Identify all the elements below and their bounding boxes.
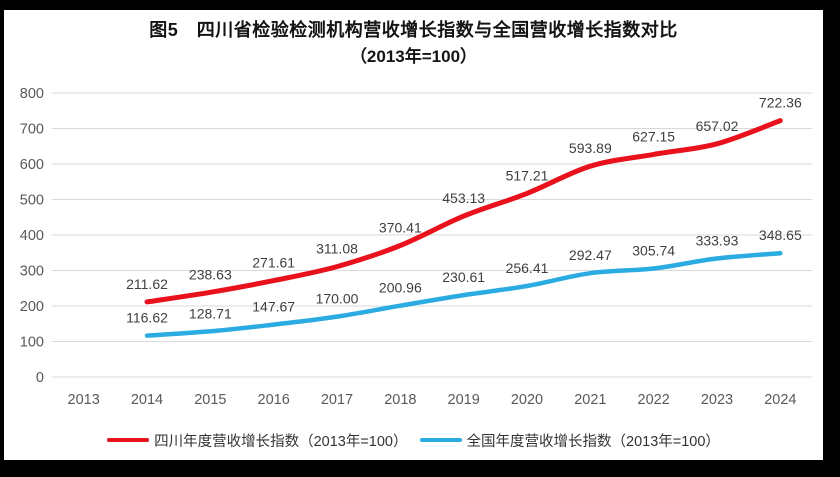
data-label: 370.41	[379, 220, 422, 236]
x-axis-tick-label: 2018	[384, 392, 416, 408]
data-label: 333.93	[696, 232, 739, 248]
y-axis-tick-label: 700	[20, 122, 44, 138]
chart-legend: 四川年度营收增长指数（2013年=100） 全国年度营收增长指数（2013年=1…	[4, 429, 823, 451]
data-label: 311.08	[316, 241, 358, 257]
x-axis-tick-label: 2014	[131, 392, 163, 408]
data-label: 657.02	[696, 118, 739, 134]
x-axis-tick-label: 2017	[321, 392, 353, 408]
data-label: 147.67	[252, 299, 295, 315]
x-axis-tick-label: 2020	[511, 392, 543, 408]
x-axis-tick-label: 2016	[258, 392, 290, 408]
data-label: 593.89	[569, 140, 612, 156]
data-label: 238.63	[189, 266, 232, 282]
y-axis-tick-label: 500	[20, 193, 44, 209]
data-label: 211.62	[126, 276, 168, 292]
chart-svg: 0 100 200 300 400 500 600 700 800 2013 2014 2015 201…	[20, 86, 812, 408]
x-axis-tick-label: 2015	[194, 392, 226, 408]
x-axis-tick-label: 2023	[701, 392, 733, 408]
legend-swatch-national-line	[419, 437, 462, 443]
data-label: 230.61	[442, 269, 485, 285]
x-axis-tick-label: 2021	[574, 392, 606, 408]
data-label: 305.74	[632, 242, 675, 258]
data-label: 116.62	[126, 310, 168, 326]
legend-item-sichuan: 四川年度营收增长指数（2013年=100）	[107, 430, 408, 451]
x-axis-tick-label: 2024	[764, 392, 796, 408]
data-label: 453.13	[442, 190, 485, 206]
legend-swatch-sichuan-line	[107, 437, 150, 443]
chart-subtitle: （2013年=100）	[349, 47, 478, 66]
legend-label-national: 全国年度营收增长指数（2013年=100）	[466, 433, 720, 450]
chart-canvas: 图5 四川省检验检测机构营收增长指数与全国营收增长指数对比 （2013年=100…	[4, 10, 823, 460]
data-label: 627.15	[632, 128, 675, 144]
data-label: 722.36	[759, 95, 802, 111]
y-axis-tick-label: 0	[36, 370, 44, 386]
data-label: 256.41	[506, 260, 549, 276]
legend-item-national: 全国年度营收增长指数（2013年=100）	[419, 430, 720, 451]
y-axis-tick-label: 200	[20, 299, 44, 315]
data-label: 348.65	[759, 227, 802, 243]
chart-title: 图5 四川省检验检测机构营收增长指数与全国营收增长指数对比	[149, 20, 678, 40]
series-line-0	[144, 118, 783, 305]
x-axis-tick-label: 2013	[68, 392, 100, 408]
y-axis-tick-label: 800	[20, 86, 44, 102]
y-axis-tick-label: 300	[20, 264, 44, 280]
x-axis-tick-label: 2022	[638, 392, 670, 408]
y-axis-tick-label: 400	[20, 228, 44, 244]
data-label: 292.47	[569, 247, 612, 263]
x-axis-tick-label: 2019	[448, 392, 480, 408]
series-line-1	[144, 250, 783, 338]
data-label: 271.61	[252, 255, 295, 271]
y-axis-tick-label: 100	[20, 335, 44, 351]
data-label: 128.71	[189, 305, 232, 321]
data-label: 170.00	[316, 291, 359, 307]
legend-label-sichuan: 四川年度营收增长指数（2013年=100）	[154, 433, 408, 450]
data-label: 517.21	[506, 167, 549, 183]
data-label: 200.96	[379, 280, 422, 296]
y-axis-tick-label: 600	[20, 157, 44, 173]
